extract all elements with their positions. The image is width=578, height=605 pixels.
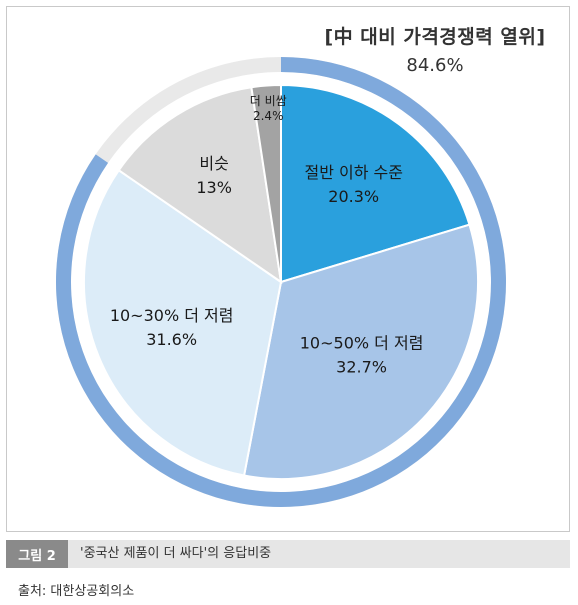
slice-value-label: 2.4% (253, 109, 284, 123)
pie-slice (280, 83, 471, 284)
slice-value-label: 32.7% (336, 357, 387, 376)
pie-slice (250, 83, 282, 283)
slice-label: 절반 이하 수준 (304, 163, 403, 182)
slice-label: 더 비쌈 (250, 94, 287, 108)
figure-caption-bar: 그림 2 '중국산 제품이 더 싸다'의 응답비중 (6, 540, 570, 568)
slice-label: 비슷 (199, 154, 228, 173)
pie-slice (83, 168, 283, 477)
slice-value-label: 31.6% (146, 330, 197, 349)
source-note: 출처: 대한상공회의소 (18, 584, 135, 599)
pie-slice (117, 86, 283, 285)
annotation-value: 84.6% (406, 55, 464, 76)
slice-value-label: 13% (196, 178, 232, 197)
slice-label: 10~30% 더 저렴 (110, 306, 234, 325)
annotation-title: [中 대비 가격경쟁력 열위] (324, 26, 546, 48)
slice-value-label: 20.3% (328, 187, 379, 206)
figure-badge: 그림 2 (6, 540, 68, 568)
price-disadvantage-annotation: [中 대비 가격경쟁력 열위] 84.6% (320, 22, 550, 76)
pie-chart: 절반 이하 수준 20.3% 10~50% 더 저렴 32.7% 10~30% 더 저렴… (56, 57, 507, 507)
slice-label: 10~50% 더 저렴 (300, 333, 424, 352)
pie-slice (242, 223, 479, 480)
figure-caption: '중국산 제품이 더 싸다'의 응답비중 (80, 546, 272, 561)
